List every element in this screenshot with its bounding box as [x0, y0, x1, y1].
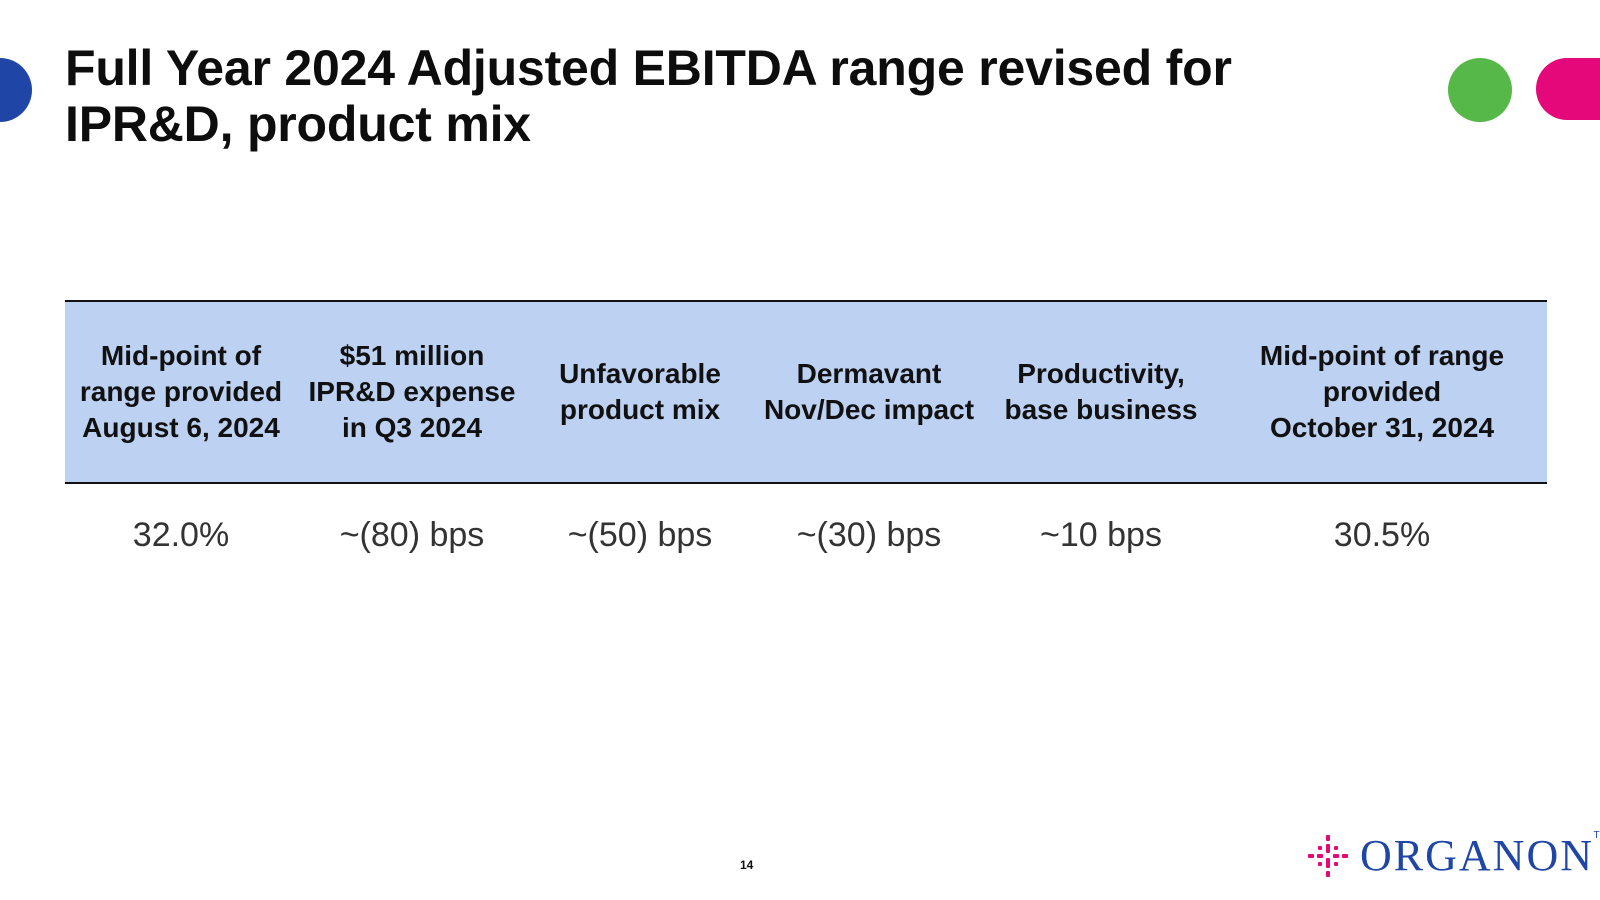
column-header: Dermavant Nov/Dec impact	[753, 300, 985, 484]
column-header: Mid-point of range provided August 6, 20…	[65, 300, 297, 484]
decorative-green-circle	[1448, 58, 1512, 122]
column-header: $51 million IPR&D expense in Q3 2024	[297, 300, 527, 484]
logo-wordmark: ORGANON TM	[1360, 830, 1600, 880]
slide-title: Full Year 2024 Adjusted EBITDA range rev…	[65, 40, 1232, 152]
ebitda-bridge-table: Mid-point of range provided August 6, 20…	[65, 300, 1547, 586]
table-cell: ~(80) bps	[339, 515, 485, 554]
decorative-pink-pill	[1536, 58, 1600, 120]
organon-logo: ORGANON TM	[1306, 830, 1600, 880]
table-cell: 32.0%	[132, 515, 230, 554]
table-row: 32.0% ~(80) bps ~(50) bps ~(30) bps ~10 …	[65, 483, 1547, 586]
table-cell: ~(30) bps	[796, 515, 942, 554]
column-header: Mid-point of range provided October 31, …	[1217, 300, 1547, 484]
organon-mark-icon	[1308, 835, 1348, 877]
table-cell: ~10 bps	[1040, 515, 1162, 554]
decorative-blue-circle	[0, 58, 32, 122]
table-cell: 30.5%	[1333, 515, 1431, 554]
table-header-row: Mid-point of range provided August 6, 20…	[65, 300, 1547, 484]
table-cell: ~(50) bps	[567, 515, 713, 554]
column-header: Unfavorable product mix	[527, 300, 753, 484]
page-number: 14	[740, 858, 754, 872]
column-header: Productivity, base business	[985, 300, 1217, 484]
